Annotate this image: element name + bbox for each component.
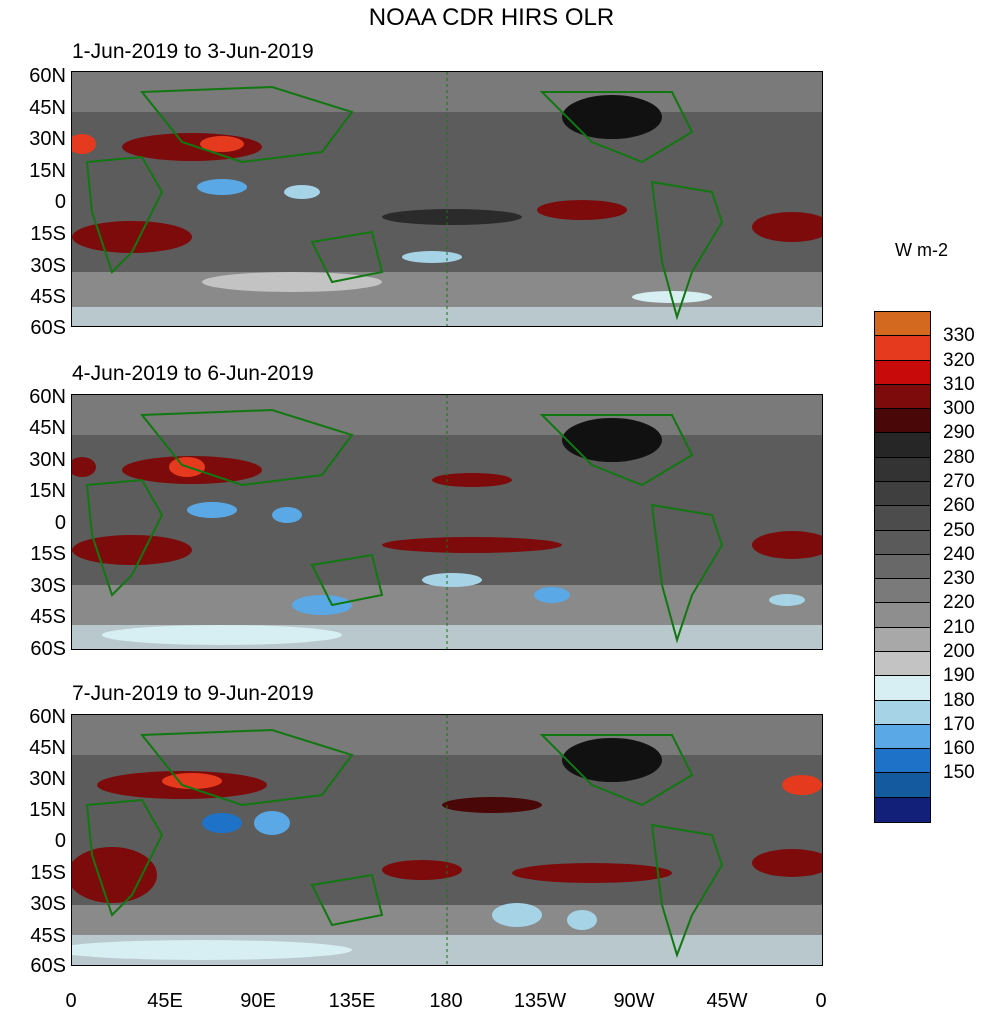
colorbar-label: 270 [943, 471, 975, 492]
lat-label: 45S [30, 286, 66, 308]
colorbar-label: 230 [943, 568, 975, 590]
lat-label: 0 [54, 830, 66, 852]
lat-label: 45S [30, 925, 66, 947]
colorbar-label: 160 [943, 738, 975, 760]
colorbar-label: 180 [943, 689, 975, 711]
colorbar-label: 330 [943, 325, 975, 347]
lat-label: 45S [30, 606, 66, 628]
lat-label: 30N [29, 768, 66, 790]
lat-label: 15N [29, 160, 66, 182]
colorbar-box [875, 506, 930, 531]
lat-label: 15S [30, 223, 66, 245]
colorbar-label: 190 [943, 665, 975, 687]
colorbar [874, 311, 931, 823]
lat-label: 60S [30, 955, 66, 977]
panel-1-field [72, 72, 822, 326]
colorbar-box [875, 360, 930, 385]
colorbar-box [875, 603, 930, 628]
colorbar-box [875, 312, 930, 337]
lat-label: 60N [29, 706, 66, 728]
lat-label: 0 [54, 512, 66, 534]
lat-label: 45N [29, 97, 66, 119]
lat-label: 60S [30, 317, 66, 339]
panel-1-map[interactable] [71, 71, 823, 327]
lat-label: 30N [29, 449, 66, 471]
lat-label: 30S [30, 575, 66, 597]
colorbar-label: 210 [943, 616, 975, 638]
colorbar-box [875, 457, 930, 482]
panel-3-map[interactable] [71, 714, 823, 966]
lon-label: 180 [429, 990, 463, 1012]
colorbar-box [875, 433, 930, 458]
colorbar-units: W m-2 [895, 240, 948, 260]
colorbar-label: 240 [943, 543, 975, 565]
colorbar-box [875, 336, 930, 361]
panel-2-field [72, 395, 822, 649]
lat-label: 45N [29, 737, 66, 759]
lat-label: 30S [30, 255, 66, 277]
lat-label: 15N [29, 480, 66, 502]
figure-title: NOAA CDR HIRS OLR [368, 4, 615, 31]
colorbar-box [875, 530, 930, 555]
lat-label: 60N [29, 65, 66, 87]
colorbar-box [875, 579, 930, 604]
colorbar-label: 170 [943, 713, 975, 735]
colorbar-label: 320 [943, 349, 975, 371]
lon-label: 0 [65, 990, 77, 1012]
lon-label: 90W [613, 990, 655, 1012]
colorbar-label: 200 [943, 641, 975, 662]
panel-3-field [72, 715, 822, 965]
lon-label: 45W [706, 990, 748, 1012]
colorbar-box [875, 773, 930, 798]
colorbar-box [875, 700, 930, 725]
lat-label: 30S [30, 893, 66, 915]
lat-label: 60S [30, 638, 66, 660]
panel-3-label: 7-Jun-2019 to 9-Jun-2019 [72, 682, 314, 705]
lon-label: 45E [147, 990, 183, 1012]
lat-label: 15S [30, 543, 66, 565]
lon-label: 135W [513, 990, 567, 1012]
colorbar-label: 260 [943, 495, 975, 517]
colorbar-box [875, 384, 930, 410]
lat-label: 60N [29, 386, 66, 408]
lat-label: 15S [30, 862, 66, 884]
lat-label: 0 [54, 191, 66, 213]
colorbar-box [875, 481, 930, 507]
colorbar-box [875, 797, 930, 822]
lon-label: 0 [815, 990, 827, 1012]
colorbar-box [875, 749, 930, 774]
colorbar-label: 280 [943, 446, 975, 468]
lat-label: 45N [29, 417, 66, 439]
colorbar-box [875, 651, 930, 677]
colorbar-label: 290 [943, 422, 975, 444]
colorbar-box [875, 409, 930, 434]
lon-label: 135E [328, 990, 376, 1012]
panel-1-label: 1-Jun-2019 to 3-Jun-2019 [72, 40, 314, 63]
panel-2-map[interactable] [71, 394, 823, 650]
colorbar-label: 150 [943, 762, 975, 784]
colorbar-label: 250 [943, 519, 975, 541]
lat-label: 30N [29, 128, 66, 150]
panel-2-label: 4-Jun-2019 to 6-Jun-2019 [72, 362, 314, 385]
colorbar-box [875, 676, 930, 701]
colorbar-label: 300 [943, 398, 975, 420]
colorbar-box [875, 627, 930, 652]
colorbar-box [875, 724, 930, 750]
lat-label: 15N [29, 799, 66, 821]
colorbar-box [875, 554, 930, 580]
lon-label: 90E [240, 990, 276, 1012]
colorbar-label: 310 [943, 373, 975, 395]
colorbar-label: 220 [943, 592, 975, 614]
